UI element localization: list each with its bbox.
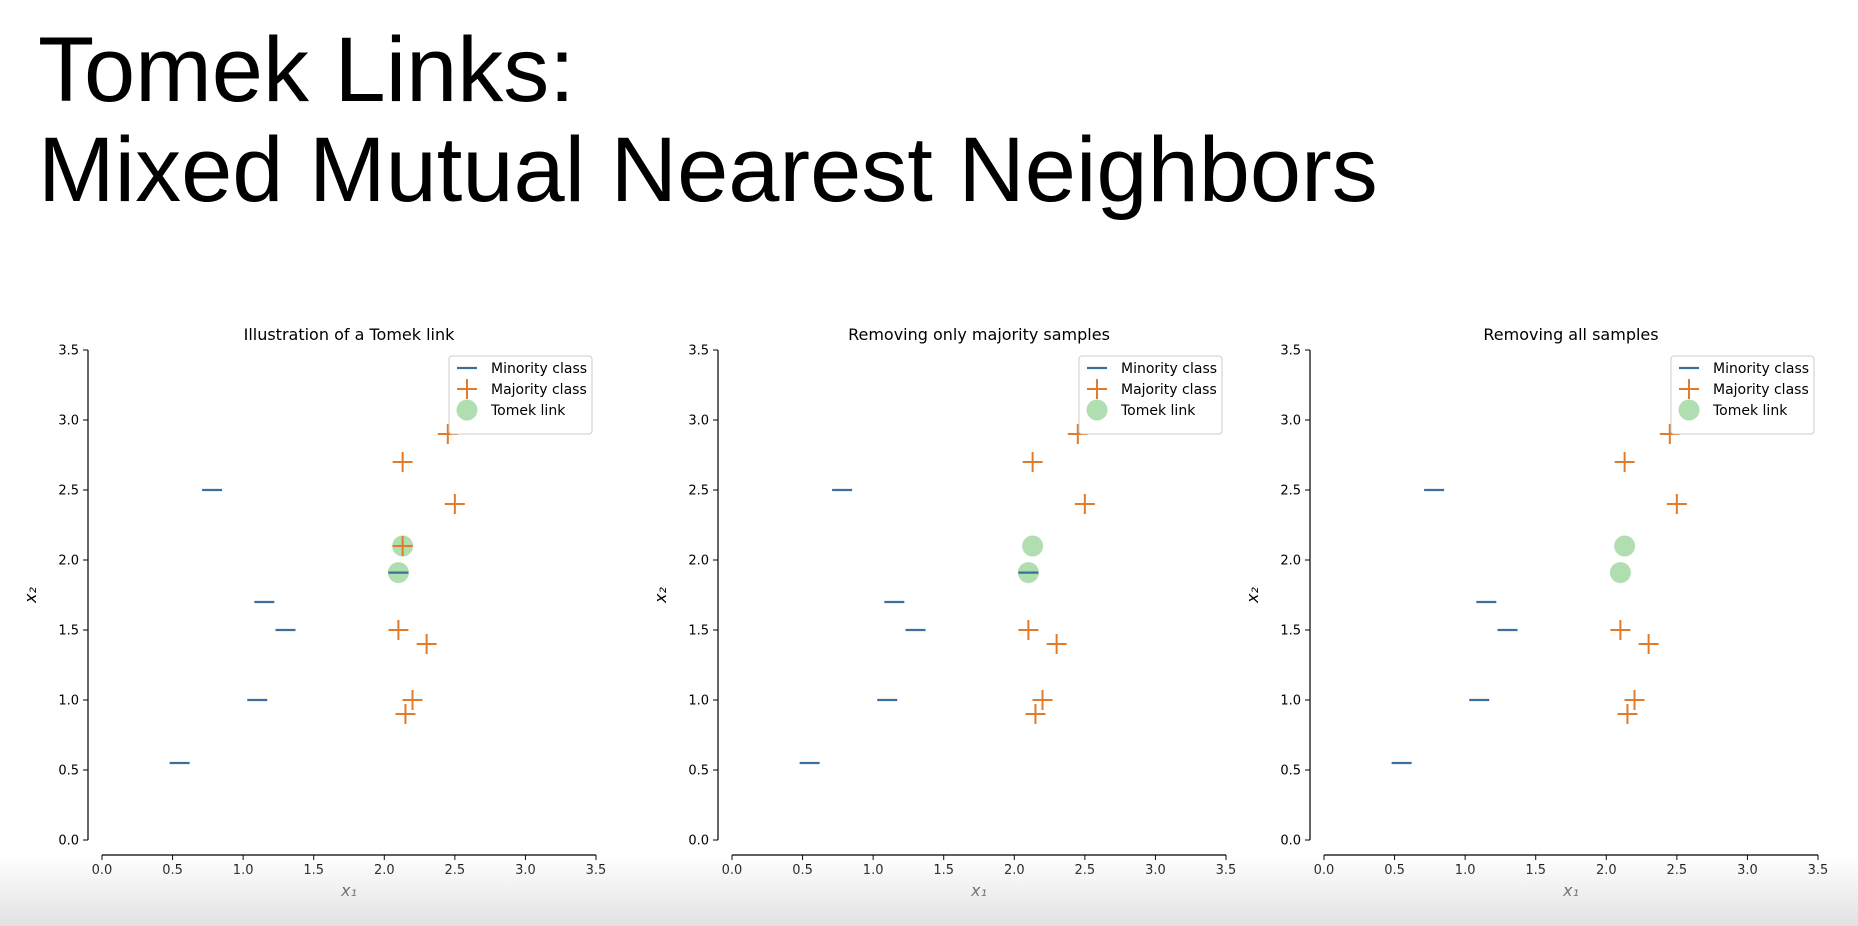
chart-panel-3: Removing all samples 0.0 0.5 1.0 1.5 2.0 2.5 3.… [1243, 325, 1828, 900]
y-tick-label: 3.0 [688, 414, 709, 429]
y-tick-label: 3.0 [58, 414, 79, 429]
point-plus [416, 634, 437, 654]
y-axis-label: x₂ [21, 586, 40, 603]
legend-label: Majority class [1121, 382, 1217, 398]
slide-title-line-2: Mixed Mutual Nearest Neighbors [38, 119, 1378, 221]
point-plus [392, 452, 413, 472]
point-plus [1046, 634, 1067, 654]
y-tick-label: 0.0 [58, 834, 79, 849]
y-tick-label: 3.5 [58, 344, 79, 359]
y-tick-label: 1.5 [1280, 624, 1301, 639]
chart-title: Removing all samples [1483, 325, 1658, 344]
y-tick-label: 0.0 [1280, 834, 1301, 849]
legend: Minority class Majority class Tomek link [448, 355, 593, 435]
y-tick-label: 3.5 [1280, 344, 1301, 359]
point-plus [1022, 452, 1043, 472]
slide-title-line-1: Tomek Links: [38, 19, 575, 121]
point-plus [388, 620, 409, 640]
point-plus [1032, 690, 1053, 710]
point-plus [1624, 690, 1645, 710]
legend-marker-circle [1086, 399, 1108, 421]
legend-label: Minority class [491, 361, 587, 377]
point-plus [402, 690, 423, 710]
point-plus [395, 704, 416, 724]
y-tick-label: 1.0 [1280, 694, 1301, 709]
chart-title: Removing only majority samples [848, 325, 1110, 344]
legend-label: Tomek link [1120, 403, 1196, 419]
legend-label: Minority class [1121, 361, 1217, 377]
chart-title: Illustration of a Tomek link [244, 325, 456, 344]
y-tick-label: 0.5 [58, 764, 79, 779]
y-axis-label: x₂ [651, 586, 670, 603]
y-tick-label: 2.0 [1280, 554, 1301, 569]
point-plus [1666, 494, 1687, 514]
legend-marker-plus [457, 379, 477, 399]
y-tick-label: 0.5 [1280, 764, 1301, 779]
legend: Minority class Majority class Tomek link [1078, 355, 1223, 435]
y-tick-label: 1.0 [688, 694, 709, 709]
legend-box [1670, 355, 1815, 435]
point-circle [1022, 535, 1044, 557]
legend-label: Majority class [491, 382, 587, 398]
y-tick-label: 2.5 [58, 484, 79, 499]
point-circle [1609, 562, 1631, 584]
y-tick-label: 2.5 [1280, 484, 1301, 499]
y-tick-label: 1.5 [58, 624, 79, 639]
legend-label: Minority class [1713, 361, 1809, 377]
y-tick-label: 2.0 [688, 554, 709, 569]
bottom-fade [0, 856, 1858, 926]
y-axis-label: x₂ [1243, 586, 1262, 603]
point-plus [1025, 704, 1046, 724]
y-tick-label: 3.5 [688, 344, 709, 359]
legend-label: Tomek link [490, 403, 566, 419]
chart-panel-2: Removing only majority samples 0.0 0.5 1.0 1… [651, 325, 1236, 900]
legend-label: Majority class [1713, 382, 1809, 398]
legend-marker-plus [1679, 379, 1699, 399]
legend-label: Tomek link [1712, 403, 1788, 419]
y-tick-label: 0.0 [688, 834, 709, 849]
legend-marker-circle [1678, 399, 1700, 421]
y-tick-label: 1.5 [688, 624, 709, 639]
point-plus [1614, 452, 1635, 472]
point-plus [1018, 620, 1039, 640]
y-tick-label: 2.0 [58, 554, 79, 569]
y-tick-label: 2.5 [688, 484, 709, 499]
point-plus [444, 494, 465, 514]
slide-title: Tomek Links: Mixed Mutual Nearest Neighb… [38, 20, 1378, 220]
point-plus [1074, 494, 1095, 514]
legend-box [448, 355, 593, 435]
point-plus [1617, 704, 1638, 724]
legend-box [1078, 355, 1223, 435]
legend: Minority class Majority class Tomek link [1670, 355, 1815, 435]
point-plus [1610, 620, 1631, 640]
point-plus [1638, 634, 1659, 654]
point-circle [1614, 535, 1636, 557]
y-tick-label: 1.0 [58, 694, 79, 709]
chart-panel-1: Illustration of a Tomek link 0.0 0.5 1.0 1.5… [21, 325, 606, 900]
point-plus [392, 536, 413, 556]
y-tick-label: 0.5 [688, 764, 709, 779]
legend-marker-circle [456, 399, 478, 421]
legend-marker-plus [1087, 379, 1107, 399]
y-tick-label: 3.0 [1280, 414, 1301, 429]
